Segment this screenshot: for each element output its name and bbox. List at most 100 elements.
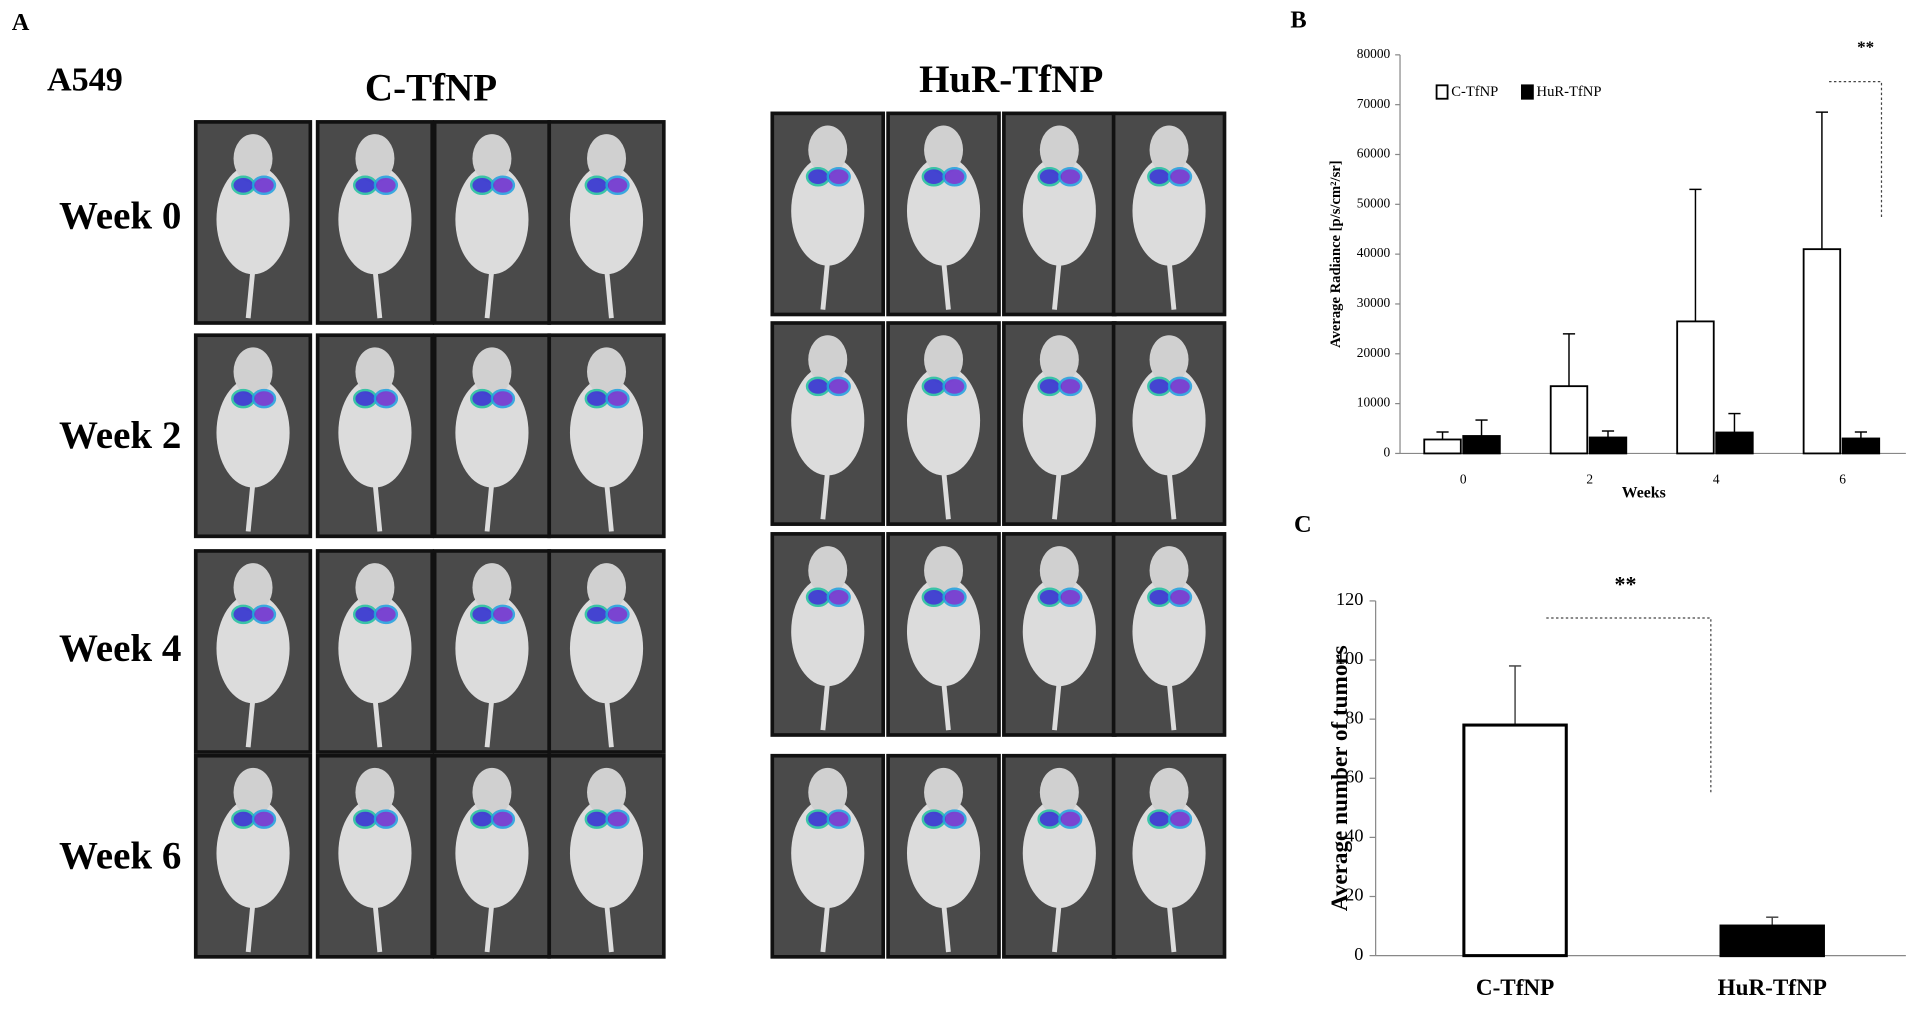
signal (251, 604, 277, 625)
signal (921, 587, 946, 608)
mouse-head (808, 125, 848, 175)
mouse-tail (1052, 469, 1062, 520)
y-axis-title: Average number of tumors (1327, 645, 1353, 911)
signal (942, 587, 967, 608)
signal (805, 587, 831, 608)
bar (1423, 438, 1462, 455)
mouse-tail (245, 901, 256, 953)
signal (826, 376, 851, 397)
signal (1167, 166, 1193, 187)
mouse-tail (820, 901, 831, 953)
y-tick-label: 50000 (1357, 195, 1391, 210)
bar (1549, 385, 1589, 455)
mouse-head (233, 563, 273, 612)
y-tick-label: 80 (1345, 707, 1363, 727)
mouse-head (1039, 125, 1079, 175)
mouse-head (355, 563, 395, 612)
bar (1676, 320, 1715, 455)
mouse-head (1039, 546, 1079, 595)
x-axis-title: Weeks (1622, 484, 1666, 501)
signal (1167, 809, 1193, 829)
mouse-head (924, 546, 964, 595)
signal (373, 175, 399, 196)
signal (605, 388, 630, 409)
signal (490, 604, 516, 625)
signal (1037, 166, 1062, 187)
bar (1588, 436, 1628, 455)
mouse-head (587, 347, 627, 397)
mouse-head (587, 767, 627, 817)
signal (251, 175, 277, 196)
mouse-tail (1166, 901, 1177, 953)
mouse-tail (245, 267, 256, 319)
signal (373, 388, 399, 409)
mouse-tail (484, 696, 495, 748)
cell-line: A549 (47, 62, 123, 99)
significance-bracket (1829, 81, 1883, 220)
y-tick-label: 30000 (1357, 295, 1391, 310)
bar (1715, 431, 1754, 455)
mouse-tail (941, 901, 951, 953)
y-tick-label: 60 (1345, 766, 1363, 786)
mouse-tail (604, 267, 614, 319)
row-label: Week 0 (59, 194, 181, 237)
mouse-head (1149, 125, 1189, 175)
signal (352, 809, 378, 829)
legend-swatch (1520, 84, 1534, 100)
signal (231, 175, 256, 196)
panel-label: C (1294, 511, 1312, 538)
mouse-tail (820, 469, 831, 520)
mouse-tail (372, 267, 383, 319)
x-tick-label: 6 (1839, 471, 1846, 486)
bar (1841, 437, 1881, 455)
mouse-images (193, 111, 1227, 959)
mouse-tail (372, 696, 383, 748)
mouse-tail (372, 901, 383, 953)
x-tick-label: C-TfNP (1476, 975, 1554, 1001)
y-tick-label: 60000 (1357, 146, 1391, 161)
legend-swatch (1435, 84, 1449, 100)
signal (584, 175, 609, 196)
mouse-head (233, 767, 273, 817)
signal (251, 809, 277, 829)
mouse-tail (484, 901, 495, 953)
x-tick-label: 2 (1586, 471, 1593, 486)
mouse-head (1039, 335, 1079, 384)
signal (826, 809, 851, 829)
mouse-head (355, 767, 395, 817)
mouse-tail (604, 696, 614, 748)
panel-label: A (12, 9, 30, 36)
mouse-tail (604, 481, 614, 532)
legend-label: C-TfNP (1451, 84, 1498, 100)
mouse-tail (1166, 259, 1177, 310)
group-title: HuR-TfNP (919, 58, 1103, 101)
y-tick-label: 100 (1336, 648, 1363, 668)
signal (826, 166, 851, 187)
mouse-head (924, 767, 964, 817)
mouse-head (472, 767, 512, 817)
y-tick-label: 120 (1336, 589, 1363, 609)
y-tick-label: 40000 (1357, 245, 1391, 260)
signal (1058, 587, 1083, 608)
signal (584, 809, 609, 829)
mouse-head (587, 563, 627, 612)
signal (1058, 376, 1083, 397)
signal (942, 166, 967, 187)
mouse-tail (1166, 679, 1177, 731)
signal (490, 388, 516, 409)
signal (921, 166, 946, 187)
signal (584, 388, 609, 409)
mouse-tail (820, 259, 831, 310)
mouse-head (924, 335, 964, 384)
mouse-tail (245, 481, 256, 532)
mouse-head (355, 347, 395, 397)
group-title: C-TfNP (365, 66, 497, 109)
annotation: ** (1615, 571, 1637, 596)
signal (1167, 587, 1193, 608)
mouse-head (808, 335, 848, 384)
x-tick-label: 4 (1713, 471, 1720, 486)
signal (584, 604, 609, 625)
row-label: Week 6 (59, 834, 181, 877)
signal (373, 604, 399, 625)
